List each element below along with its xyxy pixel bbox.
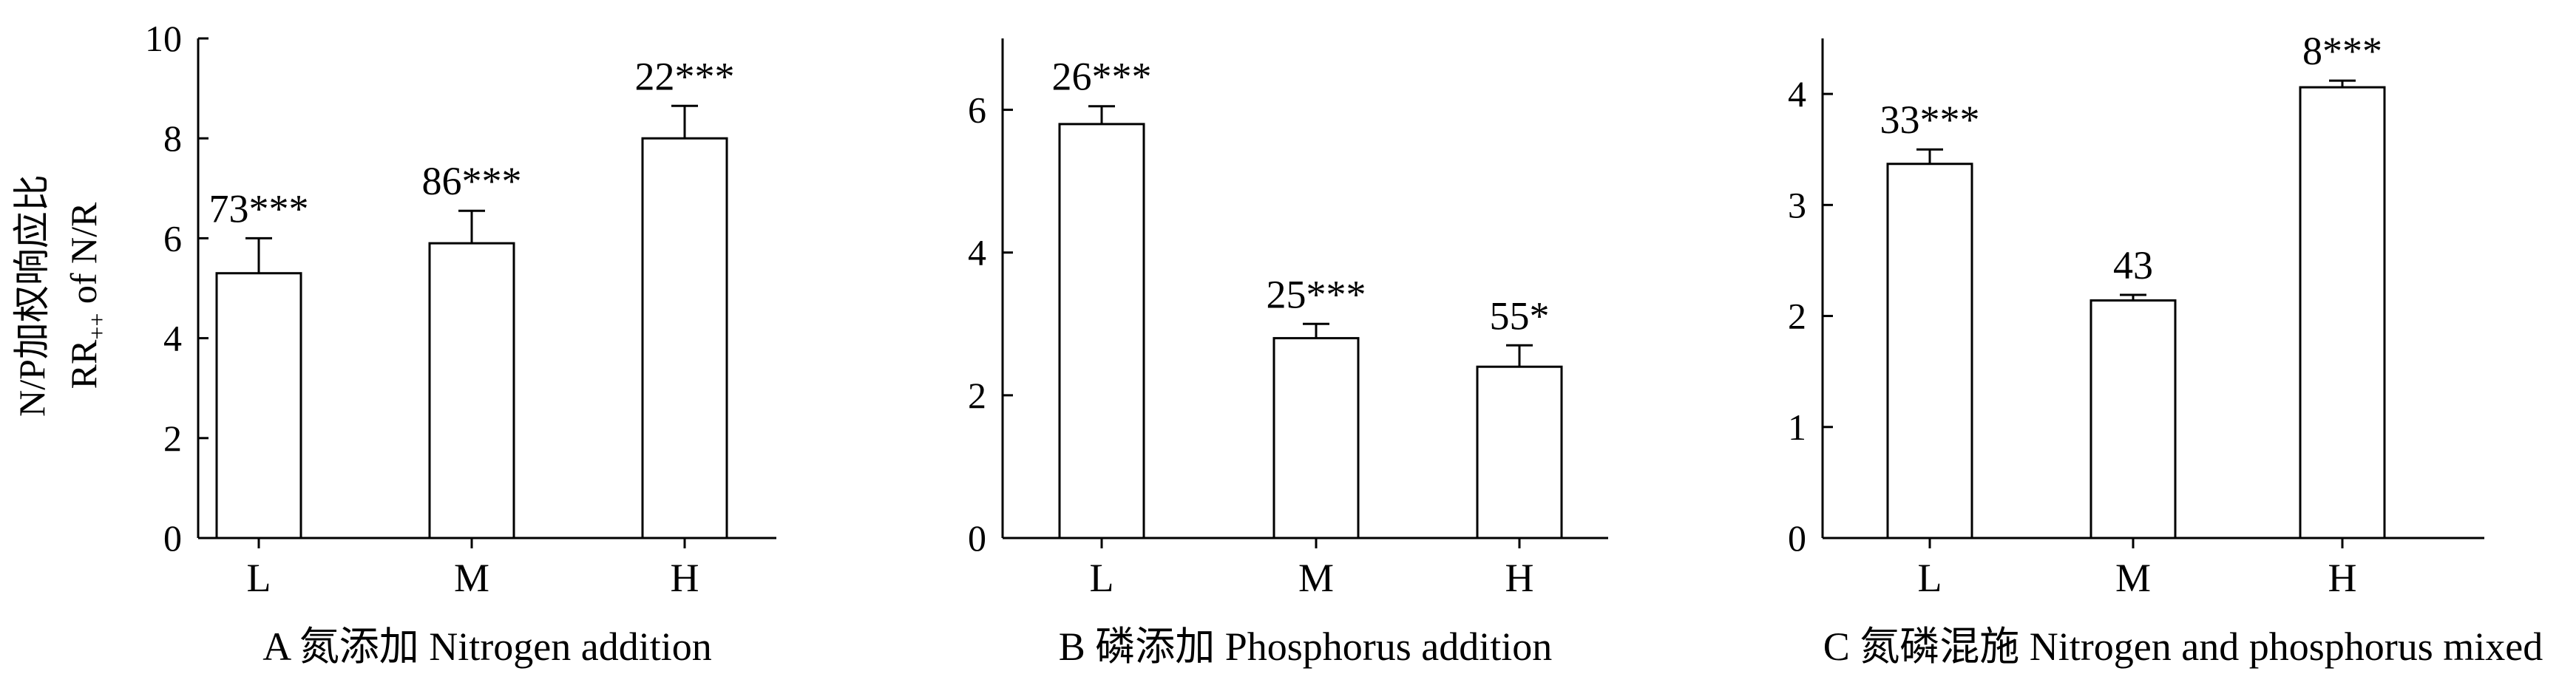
y-tick-label-c-4: 4 <box>1788 73 1806 115</box>
significance-label-b-H: 55* <box>1490 293 1550 338</box>
y-tick-label-a-0: 0 <box>163 517 182 559</box>
bar-a-H <box>641 137 728 539</box>
category-label-b-H: H <box>1505 556 1534 600</box>
category-label-b-L: L <box>1090 556 1114 600</box>
x-axis-title-c: C 氮磷混施 Nitrogen and phosphorus mixed <box>1823 624 2543 669</box>
significance-label-c-H: 8*** <box>2302 29 2382 73</box>
panel-b: 0 2 4 6 L 26*** M 25*** H 55* B 磷添加 Phosphorus add… <box>968 38 1608 669</box>
y-tick-label-c-0: 0 <box>1788 517 1806 559</box>
bar-a-M <box>428 242 515 539</box>
significance-label-a-M: 86*** <box>422 159 522 203</box>
category-label-c-M: M <box>2115 556 2151 600</box>
bar-c-H <box>2299 86 2386 539</box>
y-tick-label-a-5: 10 <box>145 18 182 59</box>
y-axis-title-subscript: ++ <box>84 313 110 340</box>
y-tick-label-a-4: 8 <box>163 118 182 159</box>
y-tick-label-b-2: 4 <box>968 232 986 273</box>
bar-c-M <box>2089 299 2177 539</box>
significance-label-b-L: 26*** <box>1052 55 1152 99</box>
y-tick-label-b-3: 6 <box>968 89 986 131</box>
significance-label-a-H: 22*** <box>635 54 735 98</box>
category-label-c-H: H <box>2328 556 2357 600</box>
y-tick-label-a-1: 2 <box>163 418 182 459</box>
y-axis-title-chinese: N/P加权响应比 <box>11 174 52 417</box>
x-axis-title-a: A 氮添加 Nitrogen addition <box>262 624 711 669</box>
category-label-a-M: M <box>454 556 489 600</box>
y-tick-label-c-2: 2 <box>1788 296 1806 337</box>
y-axis-title-english-text: RR <box>63 339 104 389</box>
bar-c-L <box>1886 163 1973 539</box>
y-tick-label-a-3: 6 <box>163 217 182 259</box>
bar-b-M <box>1272 337 1360 539</box>
y-axis-title-english: RR++ of N/R <box>63 202 110 389</box>
significance-label-a-L: 73*** <box>209 186 309 231</box>
bar-b-H <box>1476 365 1563 539</box>
category-label-a-H: H <box>671 556 699 600</box>
category-label-a-L: L <box>247 556 271 600</box>
y-axis-title-english-tail: of N/R <box>63 202 104 313</box>
bar-b-L <box>1058 123 1145 539</box>
category-label-b-M: M <box>1298 556 1334 600</box>
y-tick-label-c-3: 3 <box>1788 184 1806 225</box>
significance-label-c-M: 43 <box>2113 243 2153 287</box>
significance-label-c-L: 33*** <box>1880 98 1980 142</box>
bar-a-L <box>215 272 302 539</box>
y-axis-title: N/P加权响应比 RR++ of N/R <box>11 174 110 417</box>
panel-a: 0 2 4 6 8 10 L 73*** M 86*** H 22*** A 氮添加 Nitrogen … <box>145 18 776 669</box>
x-axis-title-b: B 磷添加 Phosphorus addition <box>1059 624 1553 669</box>
y-tick-label-c-1: 1 <box>1788 406 1806 448</box>
panel-c: 0 1 2 3 4 L 33*** M 43 H 8*** C 氮磷混施 Nitrogen and p… <box>1788 29 2543 669</box>
category-label-c-L: L <box>1918 556 1942 600</box>
y-tick-label-b-1: 2 <box>968 375 986 416</box>
y-tick-label-b-0: 0 <box>968 517 986 559</box>
significance-label-b-M: 25*** <box>1267 272 1366 316</box>
y-tick-label-a-2: 4 <box>163 318 182 359</box>
